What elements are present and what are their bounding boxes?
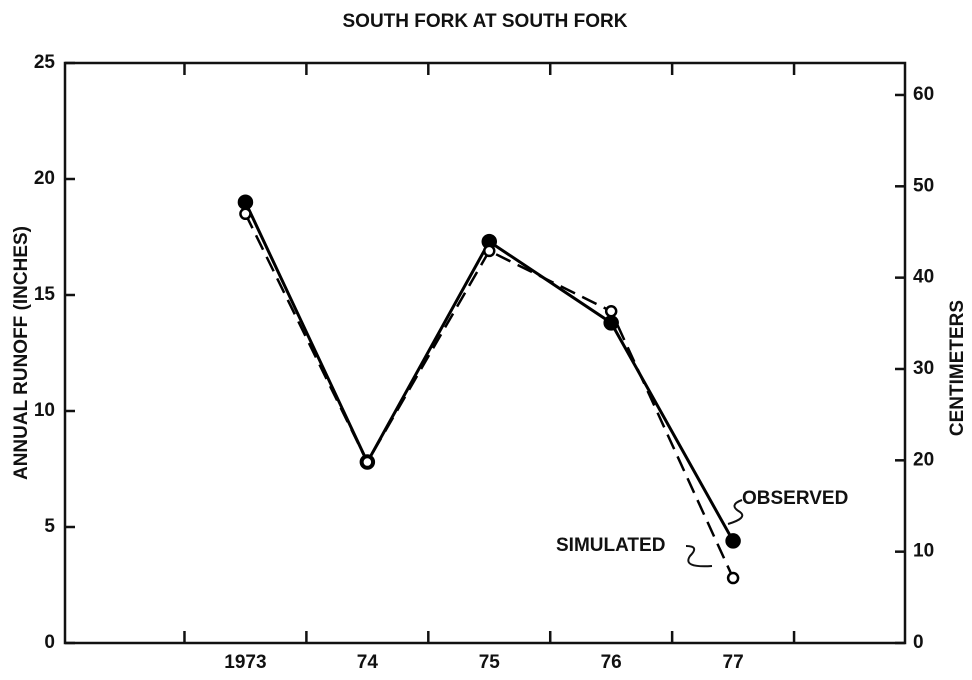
- y2-tick-label: 60: [913, 84, 934, 105]
- legend-label: SIMULATED: [556, 535, 665, 556]
- leader: [727, 499, 744, 525]
- point: [483, 244, 496, 258]
- plot-frame: [63, 61, 907, 645]
- y2-tick-label: 50: [913, 175, 934, 196]
- x-tick-label: 75: [479, 652, 501, 673]
- leader: [685, 545, 713, 568]
- y-tick-label: 0: [44, 632, 55, 653]
- y-tick-label: 20: [34, 168, 55, 189]
- y-tick-label: 10: [34, 400, 55, 421]
- x-tick-label: 74: [357, 652, 379, 673]
- y2-tick-label: 40: [913, 267, 934, 288]
- point: [361, 455, 374, 469]
- y2-tick-label: 20: [913, 449, 934, 470]
- point: [237, 194, 254, 210]
- chart-title: SOUTH FORK AT SOUTH FORK: [343, 11, 628, 32]
- y2-tick-label: 0: [913, 632, 924, 653]
- y-tick-label: 25: [34, 52, 56, 73]
- x-tick-label: 77: [723, 652, 744, 673]
- y-tick-label: 5: [44, 516, 55, 537]
- y2-tick-label: 30: [913, 358, 934, 379]
- y-tick-label: 15: [34, 284, 56, 305]
- x-tick-label: 76: [601, 652, 622, 673]
- point: [239, 207, 252, 221]
- legend-label: OBSERVED: [742, 488, 848, 509]
- series-line: [244, 213, 735, 579]
- y-axis-label: ANNUAL RUNOFF (INCHES): [11, 226, 32, 480]
- point: [603, 315, 619, 331]
- y2-tick-label: 10: [913, 541, 934, 562]
- point: [725, 533, 741, 549]
- x-tick-label: 1973: [224, 652, 266, 673]
- y2-axis-label: CENTIMETERS: [947, 300, 968, 436]
- point: [604, 304, 618, 318]
- point: [726, 571, 740, 585]
